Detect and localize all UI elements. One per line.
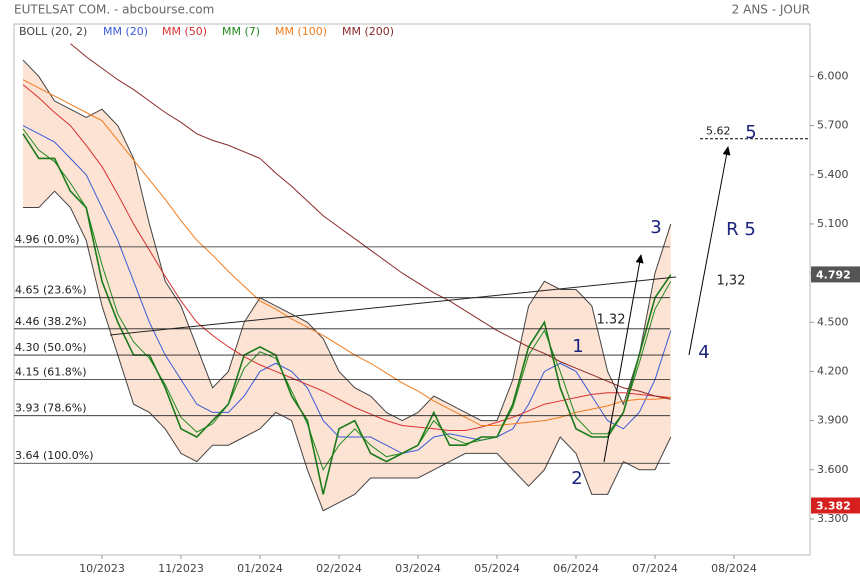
y-tick-label: 3.300 (817, 512, 849, 525)
x-tick-label: 01/2024 (237, 562, 283, 575)
fib-label: 4.30 (50.0%) (15, 341, 87, 354)
ma-line (22, 84, 671, 431)
x-tick-label: 03/2024 (395, 562, 441, 575)
price-tag-label: 3.382 (816, 500, 851, 513)
x-tick-label: 06/2024 (553, 562, 599, 575)
annotation: R 5 (726, 219, 756, 240)
arrow (688, 146, 731, 356)
legend-item: MM (7) (222, 25, 260, 38)
ma-line (22, 79, 671, 427)
annotation: 1.32 (597, 313, 626, 328)
legend-item: BOLL (20, 2) (19, 25, 87, 38)
fib-label: 4.65 (23.6%) (15, 284, 87, 297)
y-tick-label: 6.000 (817, 69, 849, 82)
fib-label: 4.46 (38.2%) (15, 315, 87, 328)
y-tick-label: 3.600 (817, 463, 849, 476)
x-tick-label: 11/2023 (158, 562, 204, 575)
y-tick-label: 3.900 (817, 414, 849, 427)
ma-line (70, 43, 671, 400)
x-tick-label: 02/2024 (316, 562, 362, 575)
annotation: 1,32 (717, 274, 746, 289)
fib-label: 4.96 (0.0%) (15, 233, 80, 246)
ma-line (22, 128, 672, 471)
chart-title: EUTELSAT COM. - abcbourse.com (14, 3, 214, 17)
price-line (22, 133, 672, 495)
legend-item: MM (50) (162, 25, 207, 38)
fib-label: 3.93 (78.6%) (15, 402, 87, 415)
annotation: 4 (698, 342, 709, 363)
legend-item: MM (200) (342, 25, 394, 38)
y-tick-label: 4.200 (817, 364, 849, 377)
x-tick-label: 08/2024 (711, 562, 757, 575)
legend-item: MM (20) (103, 25, 148, 38)
band-lower (23, 190, 672, 512)
y-tick-label: 5.100 (817, 217, 849, 230)
annotation: 2 (571, 468, 582, 489)
annotation: 1 (572, 336, 583, 357)
y-tick-label: 5.700 (817, 119, 849, 132)
trend-line (109, 276, 677, 336)
y-tick-label: 5.400 (817, 168, 849, 181)
fib-label: 4.15 (61.8%) (15, 366, 87, 379)
annotation: 3 (650, 217, 661, 238)
price-tag (811, 266, 860, 283)
y-tick-label: 4.500 (817, 315, 849, 328)
annotation: 5 (745, 122, 756, 143)
x-tick-label: 07/2024 (632, 562, 678, 575)
target-label: 5.62 (706, 125, 731, 138)
x-tick-label: 10/2023 (79, 562, 125, 575)
x-tick-label: 05/2024 (474, 562, 520, 575)
price-tag (811, 497, 860, 514)
band-fill (23, 60, 671, 511)
chart-subtitle: 2 ANS - JOUR (732, 3, 810, 17)
legend-item: MM (100) (275, 25, 327, 38)
arrow (603, 254, 644, 463)
fib-label: 3.64 (100.0%) (15, 449, 94, 462)
price-tag-label: 4.792 (816, 268, 851, 281)
